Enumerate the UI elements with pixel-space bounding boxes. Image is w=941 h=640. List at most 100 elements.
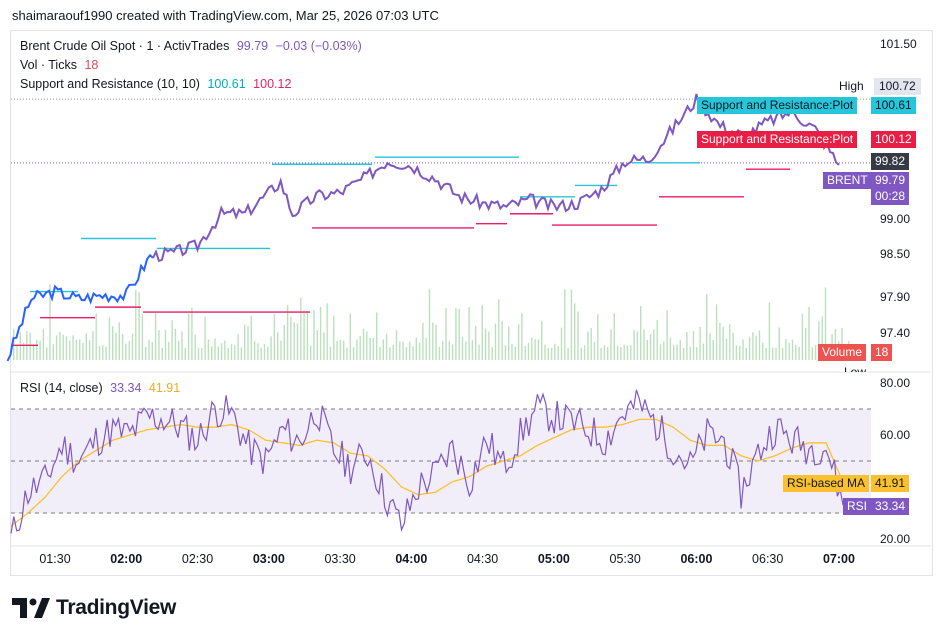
volume-bar	[75, 339, 78, 360]
volume-bar	[656, 320, 658, 360]
volume-bar	[39, 340, 41, 360]
volume-bar	[649, 334, 652, 360]
volume-bar	[597, 314, 599, 360]
volume-bar	[765, 347, 767, 360]
volume-bar	[768, 302, 771, 360]
volume-bar	[112, 326, 114, 360]
volume-bar	[811, 347, 813, 360]
volume-bar	[554, 343, 556, 360]
volume-bar	[356, 339, 358, 360]
price-axis-tick: 97.90	[880, 290, 910, 304]
volume-bar	[277, 332, 279, 360]
volume-bar	[610, 329, 612, 360]
volume-bar	[385, 333, 388, 360]
volume-bar	[263, 344, 266, 360]
volume-value: 18	[84, 58, 99, 72]
volume-bar	[527, 342, 530, 360]
rsi-tag: RSI	[843, 498, 872, 515]
volume-bar	[686, 331, 688, 360]
time-axis-tick: 03:30	[324, 552, 355, 566]
volume-bar	[178, 341, 180, 360]
volume-bar	[775, 347, 777, 360]
volume-bar	[557, 346, 559, 360]
volume-bar	[270, 336, 272, 360]
volume-bar	[121, 334, 124, 360]
volume-bar	[138, 292, 140, 360]
sr-legend[interactable]: Support and Resistance (10, 10) 100.61 1…	[20, 77, 295, 91]
sr-resistance-value: 100.61	[207, 77, 246, 91]
volume-bar	[623, 344, 625, 360]
volume-bar	[55, 335, 58, 360]
rsi-band	[11, 409, 871, 513]
volume-bar	[286, 304, 289, 360]
volume-bar	[541, 320, 543, 360]
volume-bar	[468, 306, 470, 360]
volume-bar	[679, 340, 681, 360]
volume-bar	[676, 344, 678, 360]
volume-bar	[544, 344, 546, 360]
volume-bar	[577, 311, 579, 360]
volume-bar	[102, 345, 104, 360]
volume-bar	[135, 289, 137, 360]
volume-bar	[432, 322, 434, 360]
tradingview-logo[interactable]: TradingView	[12, 596, 176, 620]
volume-bar	[13, 328, 15, 360]
volume-bar	[659, 344, 662, 360]
volume-bar	[699, 326, 701, 360]
volume-bar	[706, 293, 708, 360]
chart-frame[interactable]	[10, 30, 933, 576]
volume-bar	[567, 347, 569, 360]
symbol-legend[interactable]: Brent Crude Oil Spot · 1 · ActivTrades 9…	[20, 39, 366, 53]
volume-bar	[739, 345, 741, 360]
volume-legend[interactable]: Vol · Ticks 18	[20, 58, 102, 72]
volume-bar	[69, 340, 71, 360]
volume-bar	[778, 327, 780, 360]
volume-bar	[633, 330, 635, 360]
volume-bar	[85, 333, 87, 360]
volume-bar	[343, 340, 345, 360]
volume-bar	[689, 346, 691, 360]
volume-bar	[29, 332, 31, 360]
volume-bar	[583, 345, 586, 360]
volume-bar	[418, 342, 421, 360]
volume-bar	[98, 345, 101, 360]
volume-bar	[184, 347, 186, 360]
volume-bar	[303, 310, 305, 360]
volume-bar	[791, 339, 794, 360]
volume-bar	[613, 313, 615, 360]
volume-bar	[359, 335, 361, 360]
volume-bar	[352, 347, 355, 360]
time-axis-tick: 07:00	[823, 552, 855, 566]
volume-bar	[745, 347, 747, 360]
volume-bar	[326, 303, 328, 360]
prev-close-tag: 99.82	[871, 153, 910, 170]
volume-bar	[88, 340, 91, 360]
volume-bar	[451, 344, 454, 360]
rsi-legend[interactable]: RSI (14, close) 33.34 41.91	[20, 381, 184, 395]
volume-bar	[742, 339, 744, 360]
sr-support-value: 100.12	[253, 77, 292, 91]
volume-bar	[389, 347, 391, 360]
volume-bar	[643, 329, 645, 360]
tradingview-logo-icon	[12, 598, 50, 618]
volume-bar	[818, 321, 820, 360]
volume-bar	[646, 339, 648, 360]
volume-bar	[349, 313, 351, 360]
volume-bar	[79, 339, 81, 360]
volume-bar	[201, 347, 203, 360]
price-axis-tick: 98.50	[880, 247, 910, 261]
volume-bar	[346, 347, 348, 360]
volume-bar	[722, 326, 724, 360]
symbol-title: Brent Crude Oil Spot · 1 · ActivTrades	[20, 39, 230, 53]
volume-bar	[313, 310, 315, 360]
volume-bar	[547, 347, 549, 360]
volume-bar	[220, 343, 223, 360]
rsi-value: 33.34	[110, 381, 142, 395]
volume-bar	[465, 341, 467, 360]
volume-bar	[257, 343, 259, 360]
volume-bar	[128, 341, 130, 360]
volume-bar	[19, 332, 21, 360]
volume-bar	[501, 320, 503, 360]
volume-bar	[719, 322, 721, 360]
